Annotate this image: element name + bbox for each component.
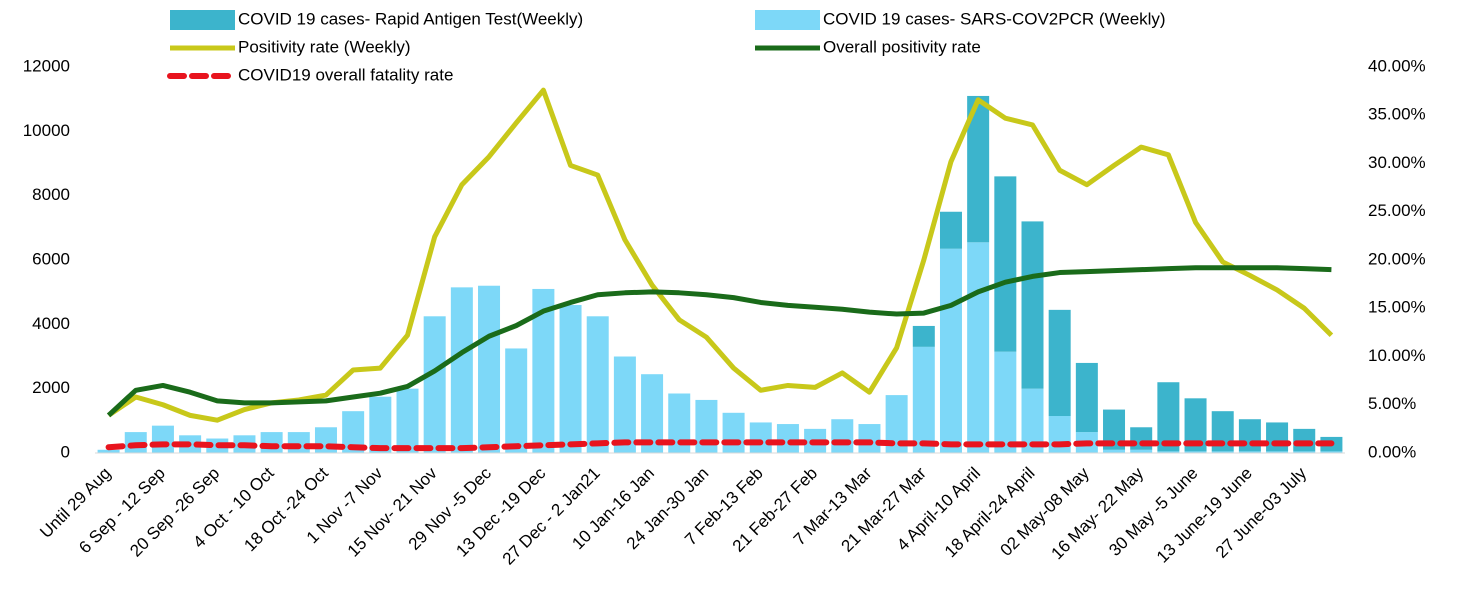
y2-tick-label: 25.00%	[1368, 201, 1426, 220]
bar	[1320, 451, 1343, 453]
bar	[1238, 451, 1261, 453]
y-tick-label: 10000	[23, 121, 70, 140]
bar	[994, 351, 1017, 453]
bar	[967, 242, 990, 453]
y2-tick-label: 35.00%	[1368, 105, 1426, 124]
bar	[478, 285, 501, 453]
bar	[858, 424, 881, 453]
bar	[1130, 449, 1153, 453]
bar	[912, 325, 935, 347]
bar	[641, 374, 664, 453]
x-tick-label: 27 Dec - 2 Jan21	[499, 464, 604, 569]
bar	[532, 288, 555, 453]
bar	[1184, 451, 1207, 453]
y2-tick-label: 0.00%	[1368, 442, 1416, 461]
bar	[1211, 451, 1234, 453]
y-tick-label: 2000	[32, 378, 70, 397]
legend-swatch	[755, 10, 820, 30]
y2-tick-label: 10.00%	[1368, 346, 1426, 365]
bar	[1103, 449, 1126, 453]
y2-tick-label: 15.00%	[1368, 298, 1426, 317]
bar	[396, 388, 419, 453]
bar	[722, 412, 745, 453]
bar	[97, 449, 120, 453]
bar	[776, 424, 799, 453]
bar	[1157, 451, 1180, 453]
bar	[505, 348, 528, 453]
y2-tick-label: 40.00%	[1368, 56, 1426, 75]
bar	[885, 395, 908, 453]
bar	[749, 422, 772, 453]
x-tick-label: 16 May- 22 May	[1048, 463, 1148, 563]
x-tick-label: 13 June-19 June	[1153, 464, 1256, 567]
bar	[1293, 428, 1316, 452]
bar	[1103, 409, 1126, 450]
bar	[151, 425, 174, 453]
bar	[831, 419, 854, 453]
bar	[287, 432, 310, 453]
bar	[1157, 382, 1180, 452]
bar	[939, 211, 962, 249]
bar	[1075, 362, 1098, 433]
bar	[912, 346, 935, 453]
bar	[1238, 419, 1261, 452]
y2-tick-label: 30.00%	[1368, 153, 1426, 172]
bar	[994, 176, 1017, 352]
line-series	[106, 265, 1332, 418]
bar	[668, 393, 691, 453]
bar	[260, 432, 283, 453]
bar	[450, 287, 473, 453]
bar	[613, 356, 636, 453]
legend-swatch	[170, 10, 235, 30]
y-tick-label: 12000	[23, 56, 70, 75]
bar	[1021, 388, 1044, 453]
bar	[342, 411, 365, 453]
bar	[967, 95, 990, 243]
bar	[369, 396, 392, 453]
y-tick-label: 0	[61, 442, 70, 461]
y2-tick-label: 20.00%	[1368, 249, 1426, 268]
y-tick-label: 4000	[32, 314, 70, 333]
bar	[1021, 221, 1044, 389]
bar	[423, 316, 446, 453]
bar	[1130, 427, 1153, 450]
bar	[1048, 416, 1071, 453]
bar	[1048, 309, 1071, 417]
line-series	[107, 87, 1334, 423]
y-tick-label: 6000	[32, 249, 70, 268]
bar	[939, 248, 962, 453]
bar	[559, 305, 582, 453]
bar	[586, 316, 609, 453]
bar	[1266, 422, 1289, 452]
y2-tick-label: 5.00%	[1368, 394, 1416, 413]
bar	[1184, 398, 1207, 452]
line-series	[105, 439, 1335, 452]
legend-label: COVID 19 cases- Rapid Antigen Test(Weekl…	[238, 9, 583, 28]
legend-label: COVID 19 cases- SARS-COV2PCR (Weekly)	[823, 9, 1166, 28]
bar	[1266, 451, 1289, 453]
legend-label: COVID19 overall fatality rate	[238, 65, 453, 84]
legend-label: Overall positivity rate	[823, 37, 981, 56]
bar	[1293, 451, 1316, 453]
y-tick-label: 8000	[32, 185, 70, 204]
legend-label: Positivity rate (Weekly)	[238, 37, 411, 56]
